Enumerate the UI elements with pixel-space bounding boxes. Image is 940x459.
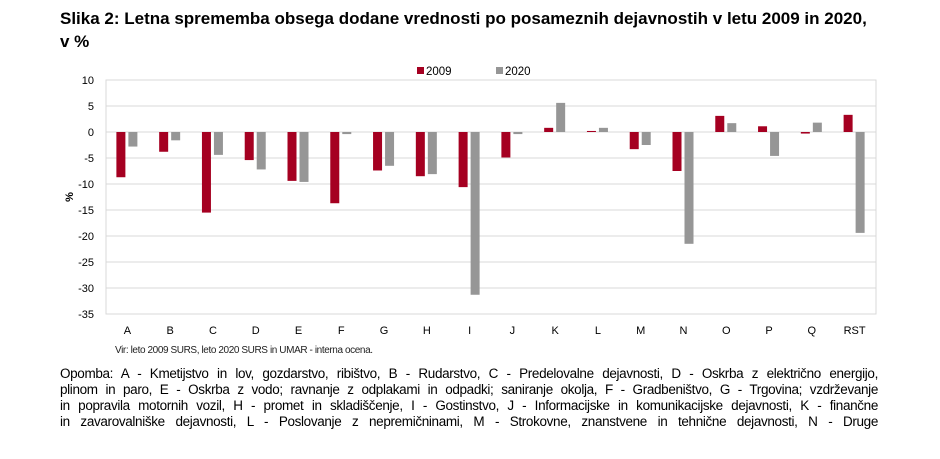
- footnote-line: in popravila motornih vozil, H - promet …: [60, 398, 878, 413]
- bar-2020-M: [641, 132, 651, 145]
- bar-2009-B: [159, 132, 169, 152]
- bar-2020-B: [171, 132, 181, 141]
- bar-2009-C: [201, 132, 211, 213]
- x-tick-label: O: [722, 325, 731, 337]
- y-tick-label: 10: [82, 75, 94, 87]
- bar-2009-K: [544, 127, 554, 132]
- x-tick-label: RST: [844, 325, 866, 337]
- bar-2009-F: [330, 132, 340, 204]
- y-tick-label: -30: [78, 283, 94, 295]
- legend-label: 2020: [505, 66, 531, 78]
- bar-2009-P: [758, 126, 768, 132]
- x-tick-label: N: [680, 325, 688, 337]
- bar-2009-G: [373, 132, 383, 171]
- bar-2009-J: [501, 132, 511, 158]
- source-note: Vir: leto 2009 SURS, leto 2020 SURS in U…: [115, 345, 373, 356]
- x-tick-label: H: [423, 325, 431, 337]
- plot-border: [105, 79, 877, 315]
- x-tick-label: D: [252, 325, 260, 337]
- bar-2020-H: [427, 132, 437, 175]
- bar-2009-H: [415, 132, 425, 177]
- x-tick-label: F: [338, 325, 345, 337]
- bar-2009-RST: [843, 114, 853, 132]
- y-tick-label: 5: [88, 101, 94, 113]
- footnote-line: in zavarovalniške dejavnosti, L - Poslov…: [60, 414, 878, 429]
- bar-2009-M: [629, 132, 639, 150]
- x-tick-label: L: [595, 325, 601, 337]
- bar-2020-D: [256, 132, 266, 170]
- bar-2020-F: [342, 132, 352, 135]
- x-tick-label: M: [636, 325, 645, 337]
- y-tick-label: -25: [78, 257, 94, 269]
- bar-2020-K: [556, 102, 566, 132]
- bar-2020-Q: [812, 122, 822, 132]
- x-tick-label: B: [166, 325, 173, 337]
- bar-2009-I: [458, 132, 468, 188]
- bar-2009-D: [244, 132, 254, 161]
- x-tick-label: Q: [808, 325, 817, 337]
- legend-swatch-2020: [496, 67, 503, 74]
- x-tick-label: C: [209, 325, 217, 337]
- x-tick-label: E: [295, 325, 302, 337]
- x-tick-label: K: [551, 325, 559, 337]
- legend-swatch-2009: [417, 67, 424, 74]
- x-tick-label: A: [124, 325, 132, 337]
- bar-2020-RST: [855, 132, 865, 233]
- bar-2020-L: [598, 127, 608, 132]
- y-tick-label: -15: [78, 205, 94, 217]
- bar-2020-C: [213, 132, 223, 155]
- footnote-line: plinom in paro, E - Oskrba z vodo; ravna…: [60, 382, 878, 397]
- bar-2009-O: [715, 115, 725, 132]
- y-tick-label: -35: [78, 309, 94, 321]
- bar-chart: 10 5 0 -5 -10 -15 -20 -25 -30 -35% A B C D E F G H I J K L M N O…: [64, 66, 877, 337]
- bar-2009-Q: [800, 132, 810, 134]
- y-tick-label: -10: [78, 179, 94, 191]
- bar-2020-N: [684, 132, 694, 244]
- bar-2009-A: [116, 132, 126, 178]
- bar-2020-O: [727, 123, 737, 132]
- x-tick-label: J: [510, 325, 516, 337]
- bar-2009-N: [672, 132, 682, 171]
- y-tick-label: 0: [88, 127, 94, 139]
- bar-2020-G: [385, 132, 395, 166]
- figure-title: Slika 2: Letna sprememba obsega dodane v…: [60, 9, 867, 51]
- y-tick-label: -20: [78, 231, 94, 243]
- bar-2020-P: [770, 132, 780, 156]
- y-axis-label: %: [64, 192, 76, 202]
- bar-2020-J: [513, 132, 523, 135]
- x-tick-label: I: [468, 325, 471, 337]
- bar-2009-E: [287, 132, 297, 181]
- bar-2009-L: [586, 130, 596, 132]
- footnote: Opomba: A - Kmetijstvo in lov, gozdarstv…: [60, 366, 878, 430]
- y-tick-label: -5: [84, 153, 94, 165]
- footnote-line: Opomba: A - Kmetijstvo in lov, gozdarstv…: [60, 366, 878, 381]
- bar-2020-E: [299, 132, 309, 182]
- x-tick-label: P: [765, 325, 772, 337]
- bar-2020-A: [128, 132, 138, 147]
- legend-label: 2009: [426, 66, 452, 78]
- x-tick-label: G: [380, 325, 389, 337]
- bar-2020-I: [470, 132, 480, 295]
